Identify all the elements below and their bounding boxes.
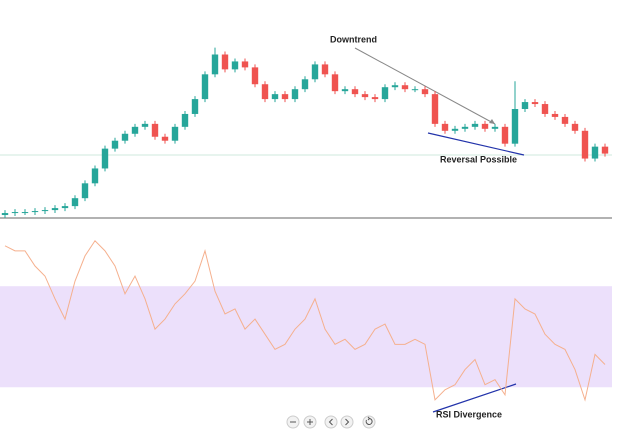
reset-button[interactable] [362, 415, 376, 429]
candle-body [391, 85, 399, 88]
candle-body [341, 89, 349, 92]
rsi-line [4, 239, 606, 402]
candle-body [531, 102, 539, 105]
band-layer [0, 286, 612, 388]
candle-body [311, 64, 319, 80]
candle-body [361, 94, 369, 98]
rsi-band [0, 286, 612, 388]
candle-body [481, 123, 489, 129]
candle-body [271, 94, 279, 100]
scroll-right-button[interactable] [340, 415, 354, 429]
candle-body [241, 61, 249, 68]
plot: Downtrend Reversal Possible RSI Divergence [1, 34, 609, 419]
candle-body [31, 211, 39, 213]
candle-body [291, 89, 299, 100]
candle-body [141, 123, 149, 127]
candle-body [591, 146, 599, 159]
candle-body [461, 126, 469, 129]
candle-body [41, 210, 49, 212]
candle-body [251, 67, 259, 85]
candle-body [411, 89, 419, 91]
candle-body [11, 212, 19, 214]
candle-body [331, 74, 339, 92]
candle-body [151, 123, 159, 137]
candle-body [421, 89, 429, 95]
candle-body [351, 89, 359, 95]
candle-body [231, 61, 239, 70]
annotation: Downtrend [330, 34, 377, 44]
candle-body [581, 130, 589, 159]
annotation: RSI Divergence [436, 409, 502, 419]
candle-body [511, 109, 519, 144]
toolbar [286, 415, 376, 429]
candle-body [501, 126, 509, 144]
scroll-left-button[interactable] [324, 415, 338, 429]
candle-body [451, 128, 459, 131]
candle-body [321, 64, 329, 75]
candle-body [1, 213, 9, 216]
candle-body [551, 113, 559, 117]
candle-body [441, 123, 449, 131]
candle-body [521, 102, 529, 109]
candle-body [21, 212, 29, 214]
candle-body [211, 54, 219, 75]
candle-body [281, 94, 289, 100]
candle-body [161, 136, 169, 141]
candle-body [111, 140, 119, 149]
candle-body [301, 79, 309, 90]
candle-body [401, 85, 409, 90]
candle-body [431, 94, 439, 124]
candle-body [491, 126, 499, 129]
candle-body [201, 74, 209, 100]
candle-body [561, 116, 569, 124]
candle-body [81, 183, 89, 199]
annotation: Reversal Possible [440, 154, 517, 164]
candle-body [51, 208, 59, 211]
candle-body [541, 104, 549, 114]
candle-body [371, 97, 379, 100]
arrow-head [489, 119, 495, 124]
candle-body [381, 87, 389, 100]
candle-body [171, 126, 179, 141]
candle-body [471, 123, 479, 127]
rsi-trend-line [432, 383, 517, 413]
candle-body [71, 198, 79, 207]
candle-body [191, 99, 199, 114]
candle-body [61, 206, 69, 209]
candle-body [91, 168, 99, 184]
arrow-line [354, 47, 496, 125]
candle-body [131, 126, 139, 134]
candle-body [121, 133, 129, 141]
zoom-in-button[interactable] [303, 415, 317, 429]
candle-body [601, 146, 609, 154]
zoom-out-button[interactable] [286, 415, 300, 429]
candle-body [181, 113, 189, 127]
candle-body [221, 54, 229, 70]
candle-body [261, 84, 269, 100]
candle-body [101, 148, 109, 169]
trend-line [427, 132, 525, 156]
candle-body [571, 123, 579, 131]
